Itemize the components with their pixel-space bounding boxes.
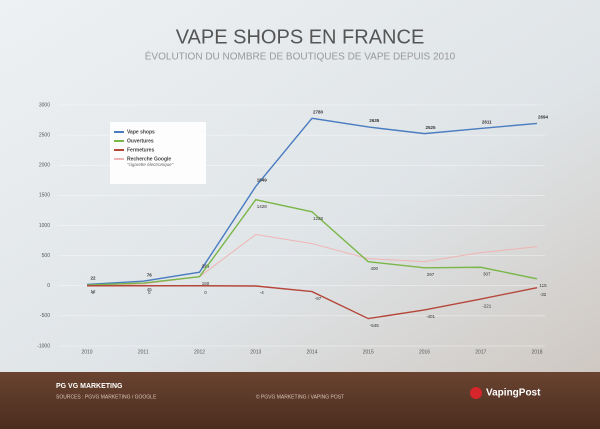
data-label: 1649 — [257, 178, 268, 183]
data-label: 12 — [90, 289, 96, 294]
footer-background — [0, 372, 600, 429]
legend-label: Ouvertures — [127, 138, 154, 144]
y-tick-label: -1000 — [37, 343, 50, 349]
data-label: 45 — [147, 287, 153, 292]
y-tick-label: 3000 — [39, 102, 50, 108]
chart-title: VAPE SHOPS EN FRANCE — [176, 26, 425, 48]
legend-box — [110, 122, 206, 184]
data-label: 1228 — [313, 216, 324, 221]
data-label: 2780 — [313, 109, 324, 114]
footer-logo: VapingPost — [486, 388, 541, 399]
legend-label: Recherche Google — [127, 156, 171, 162]
data-label: -4 — [260, 290, 264, 295]
x-tick-label: 2011 — [138, 349, 149, 355]
data-label: 2694 — [538, 115, 549, 120]
data-label: 0 — [204, 290, 207, 295]
data-label: 76 — [147, 272, 153, 277]
data-label: 307 — [483, 271, 491, 276]
data-label: 225 — [202, 263, 210, 268]
y-tick-label: 1500 — [39, 193, 50, 199]
y-tick-label: 1000 — [39, 223, 50, 229]
series-line — [87, 285, 538, 320]
data-label: 2525 — [425, 125, 436, 130]
data-label: 2635 — [369, 118, 380, 123]
y-tick-label: 2500 — [39, 132, 50, 138]
chart-subtitle: ÉVOLUTION DU NOMBRE DE BOUTIQUES DE VAPE… — [145, 50, 456, 63]
x-tick-label: 2016 — [419, 349, 430, 355]
y-tick-label: 500 — [42, 253, 51, 259]
data-label: 150 — [202, 281, 210, 286]
data-label: 297 — [427, 272, 435, 277]
legend-label: Fermetures — [127, 147, 154, 153]
data-label: 0 — [148, 290, 151, 295]
x-tick-label: 2018 — [531, 349, 542, 355]
footer-sources: SOURCES : PGVG MARKETING / GOOGLE — [56, 394, 157, 400]
data-label: -401 — [426, 314, 436, 319]
y-tick-label: 0 — [47, 283, 50, 289]
legend-label: Vape shops — [127, 129, 155, 135]
data-label: -32 — [540, 292, 547, 297]
data-label: -97 — [315, 296, 322, 301]
x-tick-label: 2013 — [250, 349, 261, 355]
data-label: 0 — [92, 290, 95, 295]
x-tick-label: 2010 — [81, 349, 92, 355]
footer-copyright: © PGVG MARKETING / VAPING POST — [256, 393, 344, 400]
x-tick-label: 2017 — [475, 349, 486, 355]
series-line — [86, 198, 538, 286]
logo-icon — [470, 387, 482, 399]
x-tick-label: 2015 — [363, 349, 374, 355]
data-label: -545 — [370, 323, 380, 328]
data-label: 1428 — [257, 204, 268, 209]
data-label: 22 — [90, 276, 96, 281]
data-label: -221 — [482, 303, 492, 308]
data-label: 400 — [370, 266, 378, 271]
x-tick-label: 2014 — [306, 349, 317, 355]
background — [0, 0, 600, 372]
y-tick-label: -500 — [40, 313, 50, 319]
series-line — [86, 117, 538, 286]
x-tick-label: 2012 — [194, 349, 205, 355]
data-label: 115 — [539, 283, 547, 288]
footer-brand: PG VG MARKETING — [56, 383, 123, 390]
data-label: 2611 — [482, 120, 492, 125]
legend-sublabel: "cigarette électronique" — [127, 162, 174, 167]
y-tick-label: 2000 — [39, 163, 50, 169]
